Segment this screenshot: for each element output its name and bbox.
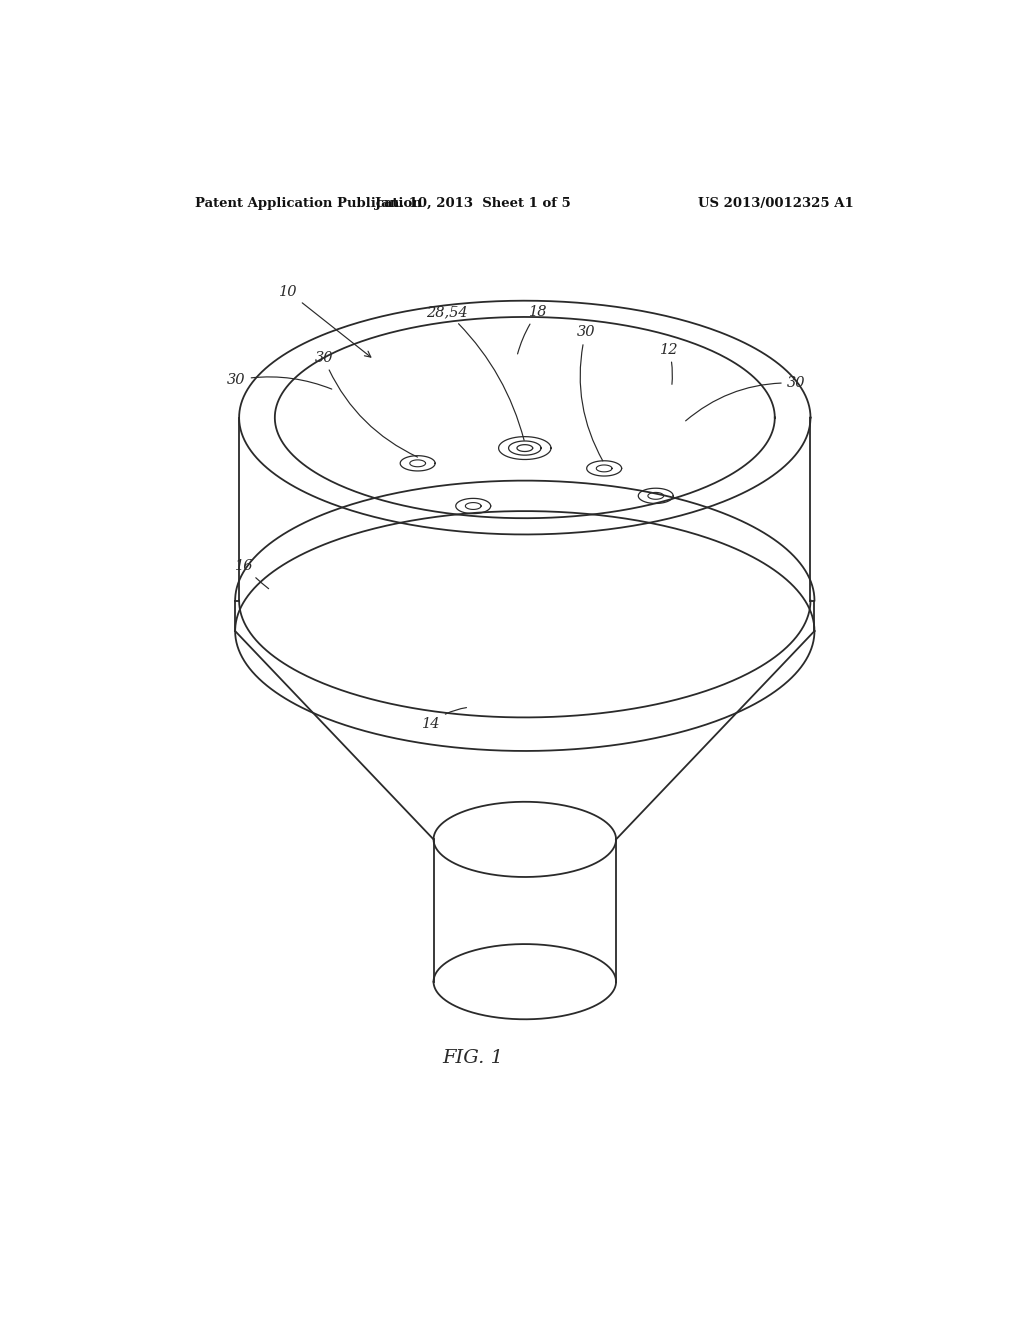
Text: 14: 14 xyxy=(422,708,467,730)
Text: 16: 16 xyxy=(236,560,268,589)
Text: 28,54: 28,54 xyxy=(426,305,524,441)
Text: Patent Application Publication: Patent Application Publication xyxy=(196,197,422,210)
Text: 30: 30 xyxy=(227,374,332,389)
Text: 30: 30 xyxy=(577,325,603,461)
Text: Jan. 10, 2013  Sheet 1 of 5: Jan. 10, 2013 Sheet 1 of 5 xyxy=(376,197,571,210)
Text: 30: 30 xyxy=(314,351,418,457)
Text: 30: 30 xyxy=(686,376,805,421)
Text: US 2013/0012325 A1: US 2013/0012325 A1 xyxy=(698,197,854,210)
Text: 10: 10 xyxy=(279,285,371,358)
Text: FIG. 1: FIG. 1 xyxy=(442,1049,504,1067)
Text: 12: 12 xyxy=(659,343,678,384)
Text: 18: 18 xyxy=(517,305,547,354)
